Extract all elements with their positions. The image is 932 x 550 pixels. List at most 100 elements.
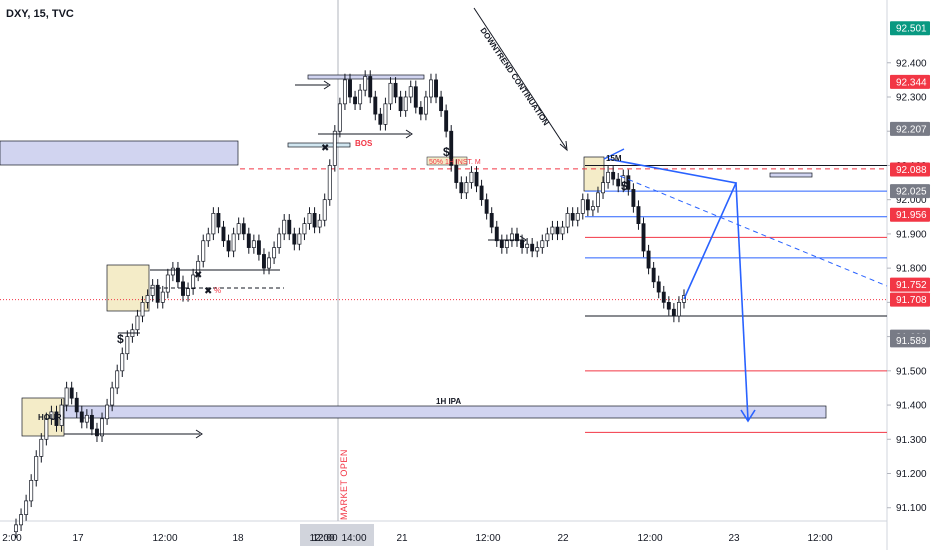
candle-body <box>100 418 104 437</box>
candle-body <box>145 295 150 303</box>
candle-body <box>348 79 352 98</box>
candle-body <box>155 284 160 303</box>
candle-body <box>606 171 611 183</box>
downtrend-label: DOWNTREND CONTINUATION <box>478 26 550 127</box>
y-tick-label: 91.100 <box>896 503 927 514</box>
market-open-label: MARKET OPEN <box>339 449 349 520</box>
candle-body <box>322 199 327 221</box>
candle-body <box>262 254 266 269</box>
bos-arrow-head <box>405 129 413 139</box>
x-tick-label: 12:00 <box>637 533 662 544</box>
candle-body <box>160 291 165 303</box>
candle-body <box>489 213 494 228</box>
candle-body <box>530 243 535 252</box>
y-tick-label: 91.400 <box>896 401 927 412</box>
candle-body <box>474 171 479 187</box>
price-tag <box>890 162 930 177</box>
downtrend-head <box>559 140 568 152</box>
candle-body <box>95 428 99 437</box>
bos-label: BOS <box>355 139 373 148</box>
candle-body <box>79 411 84 423</box>
cross-mark-1: ✖ <box>194 270 202 281</box>
candle-body <box>201 240 206 262</box>
candle-body <box>449 130 454 166</box>
candle-body <box>636 206 641 224</box>
candle-body <box>277 233 282 248</box>
candle-body <box>120 353 125 372</box>
candle-body <box>525 243 530 248</box>
candle-body <box>287 219 292 235</box>
candle-body <box>408 86 413 98</box>
top-arrow-head <box>323 80 331 90</box>
candle-body <box>272 247 277 259</box>
candle-body <box>196 260 201 276</box>
hour-arrow-head <box>195 429 203 439</box>
candle-body <box>469 171 474 183</box>
pct-label: % <box>214 286 221 295</box>
candle-body <box>459 182 464 194</box>
symbol-header: DXY, 15, TVC <box>6 8 74 20</box>
candle-body <box>165 274 170 293</box>
ipa-label: 1H IPA <box>436 397 461 406</box>
downtrend-line <box>473 7 567 149</box>
candle-body <box>398 96 403 112</box>
price-tag <box>890 74 930 89</box>
candle-body <box>439 96 444 112</box>
candle-body <box>256 240 261 255</box>
candle-body <box>135 315 140 331</box>
target-box <box>769 172 813 178</box>
candle-body <box>434 79 438 98</box>
candle-body <box>216 213 221 228</box>
candle-body <box>307 213 312 224</box>
candle-body <box>383 103 388 125</box>
candle-body <box>611 171 616 180</box>
x-tick-label: 21 <box>396 533 408 544</box>
candle-body <box>626 175 631 190</box>
candle-body <box>69 387 74 399</box>
candle-body <box>74 397 79 413</box>
candle-body <box>34 456 39 481</box>
price-tags-layer: 92.501 92.344 92.207 92.088 92.025 91.956 91.7… <box>890 21 930 348</box>
time-highlight-label: 12:00 <box>309 533 334 544</box>
candle-body <box>105 404 110 420</box>
candle-body <box>388 82 393 105</box>
candle-body <box>59 404 64 426</box>
candle-body <box>676 302 681 317</box>
price-tag-label: 92.344 <box>896 77 927 88</box>
candle-body <box>267 257 271 269</box>
time-highlight-label: 14:00 <box>341 533 366 544</box>
candle-body <box>140 302 145 317</box>
x-tick-label: 12:00 <box>152 533 177 544</box>
candle-body <box>454 165 459 183</box>
y-tick-label: 91.800 <box>896 264 927 275</box>
candle-body <box>246 233 251 248</box>
candles-layer <box>14 70 686 538</box>
x-tick-label: 12:00 <box>475 533 500 544</box>
price-tag-label: 92.025 <box>896 187 927 198</box>
dollar-label-2: $ <box>443 145 450 159</box>
dollar-label-1: $ <box>117 332 124 346</box>
price-tag-label: 92.088 <box>896 165 927 176</box>
y-tick-label: 92.400 <box>896 58 927 69</box>
y-tick-label: 91.900 <box>896 229 927 240</box>
candle-body <box>206 233 211 242</box>
price-tag <box>890 21 930 36</box>
projection-drop <box>735 182 749 421</box>
candle-body <box>656 281 661 293</box>
candle-body <box>499 240 504 248</box>
price-tag <box>890 207 930 222</box>
candle-body <box>596 192 600 207</box>
candle-body <box>337 103 342 132</box>
price-tag <box>890 277 930 292</box>
price-tag-label: 91.708 <box>896 295 927 306</box>
candle-body <box>221 226 226 242</box>
dollar-label-3: $ <box>621 179 628 193</box>
candle-body <box>479 185 484 201</box>
cross-mark-2: ✖ <box>204 286 212 297</box>
candle-body <box>317 219 322 228</box>
candle-body <box>444 110 449 132</box>
candle-body <box>575 213 580 221</box>
candle-body <box>621 175 626 187</box>
candle-body <box>19 514 24 526</box>
x-tick-label: 17 <box>72 533 84 544</box>
